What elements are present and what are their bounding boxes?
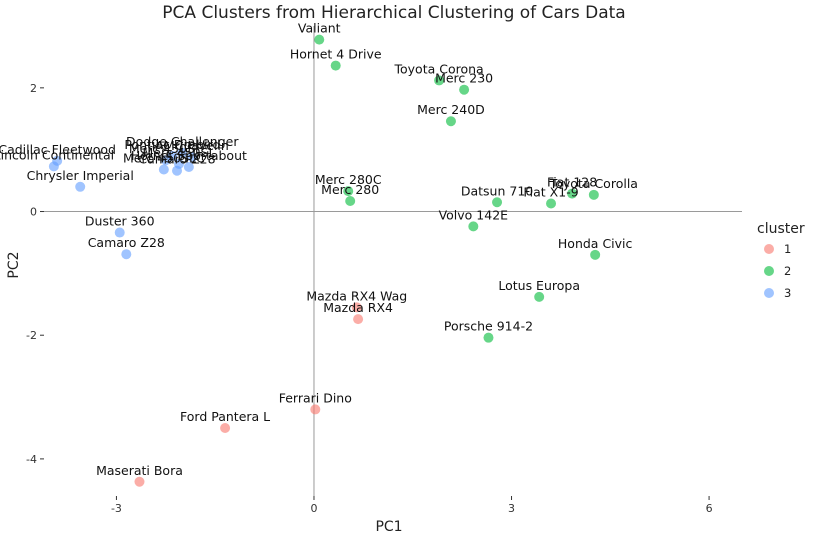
point-label: Fiat 128 — [547, 175, 597, 190]
data-point-cluster-3 — [160, 155, 171, 166]
data-point-cluster-3 — [114, 227, 125, 238]
y-tick-label: -4 — [26, 453, 37, 466]
y-tick-label: 2 — [30, 82, 37, 95]
data-point-cluster-2 — [546, 198, 557, 209]
data-point-cluster-2 — [567, 188, 578, 199]
data-point-cluster-2 — [459, 84, 470, 95]
data-point-cluster-2 — [434, 75, 445, 86]
point-label: AMC Javelin — [155, 138, 228, 153]
data-point-cluster-2 — [588, 189, 599, 200]
data-point-cluster-3 — [121, 249, 132, 260]
point-label: Ferrari Dino — [279, 390, 352, 405]
x-tick-label: 3 — [508, 502, 515, 515]
legend-key-cluster-1 — [764, 244, 774, 254]
point-label: Merc 240D — [417, 102, 485, 117]
point-label: Dodge Challenger — [126, 134, 239, 149]
point-label: Porsche 914-2 — [444, 319, 533, 334]
reference-lines — [44, 26, 742, 496]
point-label: Lincoln Continental — [0, 147, 114, 162]
point-label: Camaro Z28 — [138, 152, 215, 167]
x-axis-title: PC1 — [375, 519, 402, 535]
y-tick-label: -2 — [26, 329, 37, 342]
legend-key-cluster-2 — [764, 266, 774, 276]
x-tick-label: 6 — [706, 502, 713, 515]
data-point-cluster-2 — [314, 34, 325, 45]
point-label: Datsun 710 — [461, 183, 533, 198]
data-point-cluster-2 — [483, 332, 494, 343]
data-point-cluster-2 — [445, 116, 456, 127]
data-point-cluster-3 — [183, 162, 194, 172]
legend-label: 1 — [784, 242, 791, 256]
point-label: Chrysler Imperial — [27, 168, 134, 183]
point-label: Merc 450SE — [129, 141, 203, 156]
data-point-cluster-2 — [492, 197, 503, 208]
data-point-cluster-1 — [220, 422, 231, 433]
data-point-cluster-1 — [310, 404, 321, 415]
point-label: Mazda RX4 Wag — [306, 288, 407, 303]
data-point-cluster-3 — [172, 165, 183, 176]
data-point-cluster-3 — [158, 164, 169, 175]
point-label: Lotus Europa — [498, 278, 580, 293]
point-label: Honda Civic — [558, 236, 633, 251]
point-label: Cadillac Fleetwood — [0, 142, 116, 157]
point-label: Volvo 142E — [439, 207, 509, 222]
point-label: Hornet Sportabout — [131, 148, 247, 163]
legend-title: cluster — [757, 221, 805, 237]
data-point-cluster-3 — [48, 161, 59, 172]
point-label: Merc 230 — [435, 71, 493, 86]
data-point-cluster-2 — [468, 221, 479, 232]
data-point-cluster-2 — [343, 186, 354, 197]
data-point-cluster-2 — [330, 60, 341, 71]
point-label: Merc 450SL — [143, 145, 216, 160]
point-label: Duster 360 — [85, 214, 155, 229]
point-label: Valiant — [298, 21, 341, 36]
data-points — [48, 34, 601, 487]
data-point-cluster-2 — [534, 291, 545, 302]
y-tick-label: 0 — [30, 206, 37, 219]
axis-ticks: -3 0 3 6 -4 -2 0 2 — [26, 82, 713, 515]
data-point-cluster-1 — [351, 302, 362, 313]
point-label: Merc 280C — [315, 172, 382, 187]
legend-label: 2 — [784, 264, 791, 278]
point-label: Hornet 4 Drive — [290, 47, 382, 62]
point-label: Merc 450SLC — [123, 150, 205, 165]
point-label: Merc 280 — [321, 182, 379, 197]
point-label: Camaro Z28 — [88, 235, 165, 250]
point-label: Toyota Corolla — [549, 176, 638, 191]
data-point-cluster-1 — [353, 314, 364, 325]
point-label: Fiat X1-9 — [523, 184, 578, 199]
point-label: Mazda RX4 — [323, 300, 393, 315]
legend: cluster 1 2 3 — [757, 221, 805, 300]
data-point-cluster-2 — [590, 249, 601, 260]
point-label: Pontiac Firebird — [124, 137, 220, 152]
point-label: Maserati Bora — [96, 463, 183, 478]
x-tick-label: -3 — [111, 502, 122, 515]
chart-title: PCA Clusters from Hierarchical Clusterin… — [162, 3, 625, 23]
y-axis-title: PC2 — [6, 251, 22, 278]
point-label: Toyota Corona — [393, 61, 483, 76]
data-point-cluster-3 — [75, 181, 86, 192]
data-point-cluster-2 — [345, 196, 356, 207]
data-point-cluster-3 — [187, 152, 198, 163]
legend-key-cluster-3 — [764, 288, 774, 298]
point-label: Ford Pantera L — [180, 409, 270, 424]
data-point-cluster-1 — [134, 476, 145, 487]
legend-label: 3 — [784, 286, 791, 300]
x-tick-label: 0 — [310, 502, 317, 515]
data-point-cluster-3 — [177, 147, 188, 158]
